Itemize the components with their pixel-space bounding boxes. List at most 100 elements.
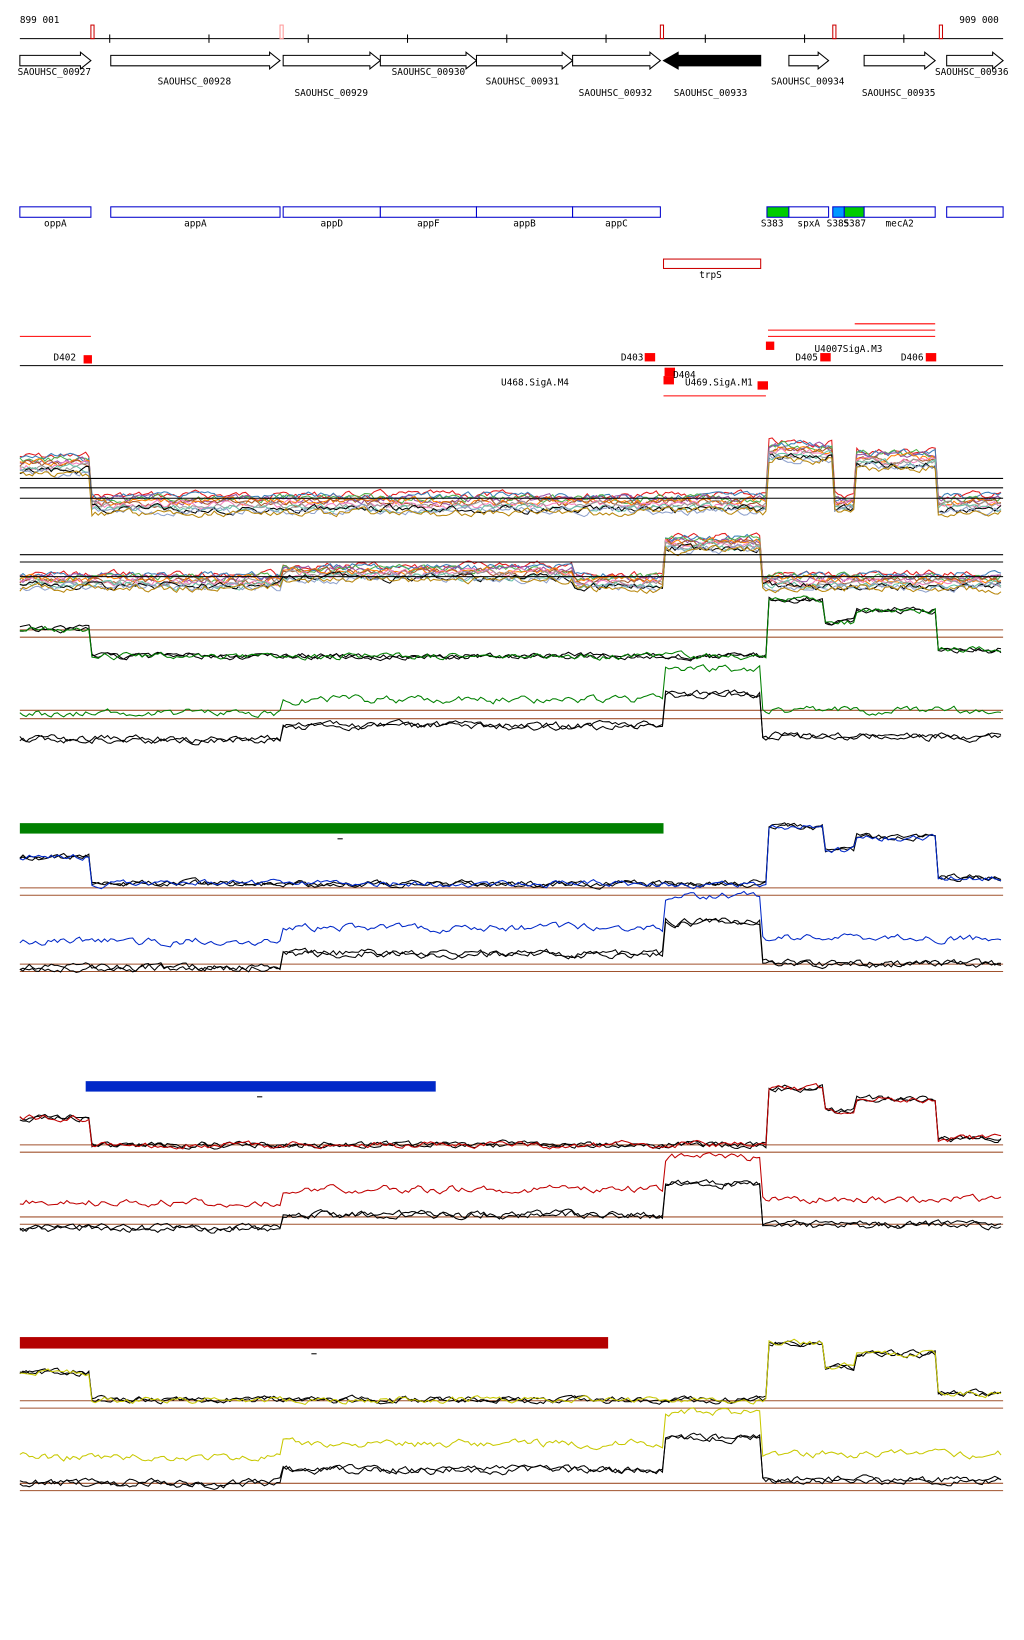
gene-box [863,206,936,218]
ruler-mark [832,24,837,40]
feature-mark [765,341,775,350]
expression-trace [19,595,1002,661]
ruler-mark [279,24,284,40]
expression-trace [19,1179,1002,1234]
condition-bar [19,1337,609,1349]
expression-trace [19,1340,1002,1405]
expression-trace [19,664,1002,719]
gene-arrow [788,51,830,71]
expression-trace [19,452,1002,518]
gene-name: S385 [827,219,850,230]
expression-trace [19,1180,1002,1233]
gene-box [843,206,865,218]
gene-label: SAOUHSC_00931 [486,77,560,88]
gene-name: oppA [44,219,67,230]
feature-label: D402 [53,352,76,363]
gene-label: SAOUHSC_00934 [771,77,845,88]
feature-label: D405 [795,352,818,363]
expression-trace [19,1432,1002,1489]
gene-arrow [19,51,92,71]
feature-label: D406 [901,352,924,363]
ruler-mark [90,24,95,40]
expression-trace [19,597,1002,661]
gene-name: appD [320,219,343,230]
expression-trace [19,455,1002,519]
gene-label: SAOUHSC_00933 [674,88,748,99]
gene-box [379,206,477,218]
feature-label: D403 [621,352,644,363]
expression-trace [19,447,1002,510]
gene-box [572,206,661,218]
expression-trace [19,450,1002,515]
expression-trace [19,446,1002,510]
gene-name: appB [513,219,536,230]
expression-trace [19,539,1002,588]
gene-name: appF [417,219,440,230]
expression-trace [19,452,1002,516]
gene-box [282,206,381,218]
expression-trace [19,1083,1002,1150]
gene-box [475,206,574,218]
feature-mark [757,381,768,390]
gene-box [110,206,281,218]
gene-box [946,206,1004,218]
expression-trace [19,689,1002,744]
expression-trace [19,1338,1002,1406]
expression-trace [19,544,1002,595]
gene-arrow [110,51,281,71]
condition-bar [19,823,664,834]
expression-trace [19,1084,1002,1150]
expression-trace [19,596,1002,662]
ruler-end: 909 000 [959,15,999,26]
antisense-label: trpS [699,270,722,281]
feature-label: U469.SigA.M1 [685,377,753,388]
feature-mark [820,353,831,362]
gene-label: SAOUHSC_00929 [294,88,368,99]
expression-trace [19,437,1002,502]
gene-name: S383 [761,219,784,230]
gene-name: appC [605,219,628,230]
feature-mark [663,376,674,385]
expression-trace [19,890,1002,948]
expression-trace [19,439,1002,503]
gene-arrow [379,51,478,71]
expression-trace [19,1152,1002,1208]
ruler-mark [659,24,665,40]
gene-label: SAOUHSC_00930 [392,67,466,78]
expression-trace [19,1083,1002,1150]
gene-box [788,206,830,218]
expression-trace [19,824,1002,890]
gene-arrow [946,51,1004,71]
expression-trace [19,1433,1002,1491]
gene-arrow [863,51,937,71]
condition-bar [85,1081,436,1092]
gene-arrow [282,51,382,71]
expression-trace [19,822,1002,890]
expression-trace [19,917,1002,973]
feature-mark [664,367,676,377]
gene-name: mecA2 [886,219,914,230]
gene-name: appA [184,219,207,230]
feature-mark [644,353,656,362]
expression-trace [19,544,1002,593]
gene-box [19,206,92,218]
expression-trace [19,537,1002,586]
gene-label: SAOUHSC_00927 [18,67,92,78]
gene-arrow [662,51,762,70]
feature-label: U4007SigA.M3 [815,344,883,355]
gene-arrow [572,51,662,71]
gene-name: S387 [843,219,866,230]
gene-arrow [475,51,574,71]
antisense-box [662,258,762,269]
ruler-start: 899 001 [20,15,60,26]
feature-label: U468.SigA.M4 [501,377,569,388]
feature-mark [83,355,92,364]
gene-label: SAOUHSC_00928 [158,77,232,88]
gene-label: SAOUHSC_00936 [935,67,1009,78]
gene-label: SAOUHSC_00935 [862,88,936,99]
gene-name: spxA [797,219,820,230]
feature-mark [925,353,937,362]
expression-trace [19,689,1002,746]
